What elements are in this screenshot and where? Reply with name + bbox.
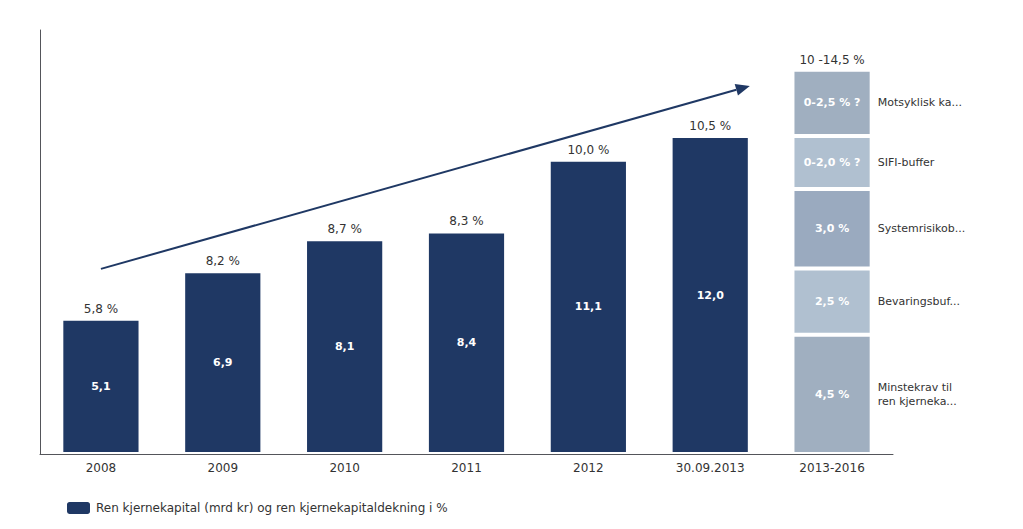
svg-text:SIFI-buffer: SIFI-buffer (878, 156, 935, 169)
svg-text:3,0 %: 3,0 % (815, 222, 849, 235)
svg-text:0-2,5 % ?: 0-2,5 % ? (804, 96, 861, 109)
svg-text:10,5 %: 10,5 % (689, 119, 731, 133)
svg-text:Minstekrav til: Minstekrav til (878, 381, 952, 394)
svg-text:4,5 %: 4,5 % (815, 388, 849, 401)
svg-text:11,1: 11,1 (575, 300, 602, 313)
svg-text:30.09.2013: 30.09.2013 (676, 461, 745, 475)
svg-text:Ren kjernekapital (mrd kr) og: Ren kjernekapital (mrd kr) og ren kjerne… (96, 501, 448, 515)
svg-text:8,7 %: 8,7 % (327, 222, 361, 236)
svg-text:2013-2016: 2013-2016 (799, 461, 864, 475)
svg-text:5,8 %: 5,8 % (84, 302, 118, 316)
svg-text:2012: 2012 (573, 461, 604, 475)
svg-text:2009: 2009 (208, 461, 239, 475)
svg-text:2010: 2010 (329, 461, 360, 475)
svg-text:Systemrisikob...: Systemrisikob... (878, 222, 966, 235)
svg-text:2011: 2011 (451, 461, 482, 475)
svg-text:12,0: 12,0 (697, 289, 724, 302)
svg-text:0-2,0 % ?: 0-2,0 % ? (804, 156, 861, 169)
svg-text:6,9: 6,9 (213, 356, 233, 369)
svg-text:10 -14,5 %: 10 -14,5 % (799, 53, 864, 67)
svg-text:5,1: 5,1 (91, 380, 111, 393)
svg-text:Motsyklisk ka...: Motsyklisk ka... (878, 96, 962, 109)
svg-text:10,0 %: 10,0 % (567, 143, 609, 157)
svg-text:2,5 %: 2,5 % (815, 295, 849, 308)
svg-text:8,1: 8,1 (335, 340, 355, 353)
svg-text:8,4: 8,4 (457, 336, 477, 349)
svg-text:2008: 2008 (86, 461, 117, 475)
svg-text:8,3 %: 8,3 % (449, 214, 483, 228)
svg-text:ren kjerneka...: ren kjerneka... (878, 395, 957, 408)
svg-text:Bevaringsbuf...: Bevaringsbuf... (878, 295, 960, 308)
svg-text:8,2 %: 8,2 % (206, 254, 240, 268)
